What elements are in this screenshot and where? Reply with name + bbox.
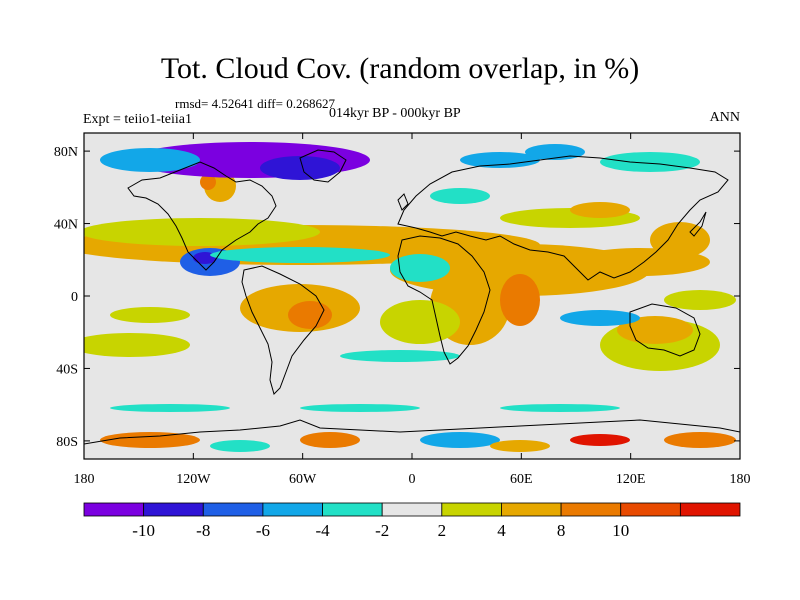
coastlines: [84, 149, 740, 445]
anomaly-region: [84, 333, 190, 357]
anomaly-region: [460, 152, 540, 168]
anomaly-region: [600, 152, 700, 172]
anomaly-region: [288, 301, 332, 329]
anomaly-region: [380, 300, 460, 344]
anomaly-region: [300, 432, 360, 448]
coastline-south-america: [241, 265, 325, 395]
colorbar-swatch: [620, 502, 681, 517]
period-label: 014kyr BP - 000kyr BP: [329, 106, 461, 121]
anomaly-region: [570, 202, 630, 218]
coastline-uk: [397, 193, 409, 211]
colorbar-swatch: [143, 502, 204, 517]
lon-tick-label: 120W: [176, 472, 211, 487]
colorbar-swatch: [441, 502, 502, 517]
coastline-europe-asia: [397, 155, 729, 281]
latitude-axis: 80N 40N 0 40S 80S: [54, 145, 740, 450]
colorbar-label: -8: [196, 521, 210, 540]
colorbar-label: 2: [438, 521, 447, 540]
anomaly-region: [200, 174, 216, 190]
colorbar-label: 10: [612, 521, 629, 540]
lon-tick-label: 180: [74, 472, 95, 487]
anomaly-region: [650, 222, 710, 258]
map-title: Tot. Cloud Cov. (random overlap, in %): [160, 52, 640, 85]
coastline-japan: [689, 211, 707, 237]
anomaly-region: [420, 432, 500, 448]
colorbar-label: -10: [132, 521, 155, 540]
colorbar-swatch: [501, 502, 562, 517]
anomaly-field: [84, 142, 736, 452]
colorbar-swatch: [560, 502, 622, 517]
lat-tick-label: 80N: [54, 145, 78, 160]
lat-tick-label: 40S: [56, 362, 78, 377]
coastline-australia: [629, 303, 701, 357]
colorbar-label: -2: [375, 521, 389, 540]
anomaly-region: [617, 316, 693, 344]
colorbar-swatch: [202, 502, 264, 517]
experiment-label: Expt = teiio1-teiia1: [83, 112, 192, 127]
anomaly-region: [490, 440, 550, 452]
colorbar-swatch: [381, 502, 443, 517]
lat-tick-label: 40N: [54, 218, 78, 233]
lon-tick-label: 0: [409, 472, 416, 487]
colorbar-swatch: [679, 502, 741, 517]
anomaly-region: [210, 440, 270, 452]
coastline-antarctica: [84, 419, 740, 445]
anomaly-region: [500, 274, 540, 326]
anomaly-region: [340, 350, 460, 362]
colorbar-label: 8: [557, 521, 566, 540]
colorbar-label: -6: [256, 521, 270, 540]
lon-tick-label: 60E: [510, 472, 533, 487]
coastline-greenland: [299, 149, 347, 183]
lon-tick-label: 60W: [289, 472, 317, 487]
stats-line: rmsd= 4.52641 diff= 0.268627: [175, 96, 335, 111]
longitude-axis: 180 120W 60W 0 60E 120E 180: [74, 133, 751, 487]
season-label: ANN: [709, 110, 740, 125]
colorbar-label: 4: [497, 521, 506, 540]
lat-tick-label: 80S: [56, 435, 78, 450]
coastline-africa: [397, 235, 491, 365]
coastline-north-america: [127, 161, 277, 271]
anomaly-region: [664, 290, 736, 310]
lon-tick-label: 180: [730, 472, 751, 487]
colorbar-swatch: [262, 502, 323, 517]
anomaly-region: [570, 434, 630, 446]
lat-tick-label: 0: [71, 290, 78, 305]
anomaly-region: [664, 432, 736, 448]
anomaly-region: [100, 148, 200, 172]
anomaly-region: [300, 404, 420, 412]
anomaly-region: [560, 310, 640, 326]
lon-tick-label: 120E: [616, 472, 646, 487]
anomaly-region: [210, 247, 390, 263]
anomaly-region: [260, 156, 340, 180]
anomaly-region: [500, 404, 620, 412]
anomaly-region: [430, 188, 490, 204]
colorbar-swatch: [322, 502, 383, 517]
colorbar-swatch: [83, 502, 145, 517]
anomaly-region: [110, 404, 230, 412]
anomaly-region: [100, 432, 200, 448]
colorbar-label: -4: [315, 521, 330, 540]
colorbar: -10 -8 -6 -4 -2 2 4 8 10: [83, 502, 741, 540]
anomaly-region: [390, 254, 450, 282]
anomaly-region: [110, 307, 190, 323]
anomaly-region: [84, 218, 320, 246]
